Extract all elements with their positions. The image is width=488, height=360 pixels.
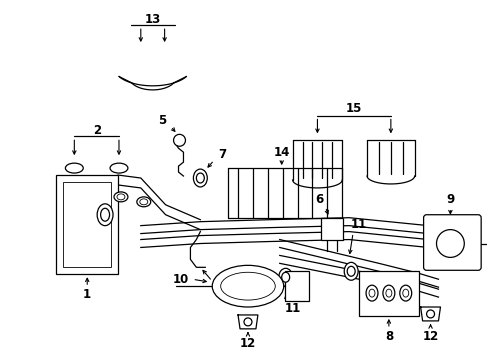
Ellipse shape [385,289,391,297]
Text: 5: 5 [158,114,166,127]
Text: 14: 14 [273,146,289,159]
Ellipse shape [117,194,124,200]
Circle shape [173,134,185,146]
Ellipse shape [114,192,128,202]
Ellipse shape [97,204,113,226]
Bar [321,218,343,239]
Text: 12: 12 [422,330,438,343]
Ellipse shape [368,289,374,297]
Text: 1: 1 [83,288,91,301]
Text: 12: 12 [239,337,256,350]
Bar [56,175,118,274]
Circle shape [426,310,434,318]
Text: 10: 10 [172,273,188,286]
Text: 13: 13 [144,13,161,26]
Ellipse shape [196,173,204,183]
Text: 9: 9 [446,193,453,206]
Ellipse shape [212,265,283,307]
Ellipse shape [140,199,147,205]
Text: 6: 6 [315,193,323,206]
Text: 8: 8 [384,330,392,343]
Ellipse shape [344,262,357,280]
Circle shape [436,230,463,257]
Ellipse shape [110,163,128,173]
FancyBboxPatch shape [423,215,480,270]
Text: 15: 15 [345,102,362,115]
Ellipse shape [193,169,207,187]
Ellipse shape [220,272,275,300]
Text: 3: 3 [214,281,222,294]
Text: 11: 11 [350,218,366,231]
Ellipse shape [402,289,408,297]
Ellipse shape [382,285,394,301]
Ellipse shape [399,285,411,301]
Ellipse shape [281,272,289,282]
Ellipse shape [137,197,150,207]
Circle shape [244,318,251,326]
Bar [358,271,418,316]
Text: 7: 7 [218,148,226,161]
Ellipse shape [65,163,83,173]
Text: 11: 11 [284,302,300,315]
Ellipse shape [101,208,109,221]
Ellipse shape [278,268,292,286]
Ellipse shape [346,266,354,276]
Ellipse shape [366,285,377,301]
Bar [284,271,309,301]
Text: 4: 4 [72,235,80,248]
Text: 2: 2 [93,124,101,137]
Bar [63,182,111,267]
